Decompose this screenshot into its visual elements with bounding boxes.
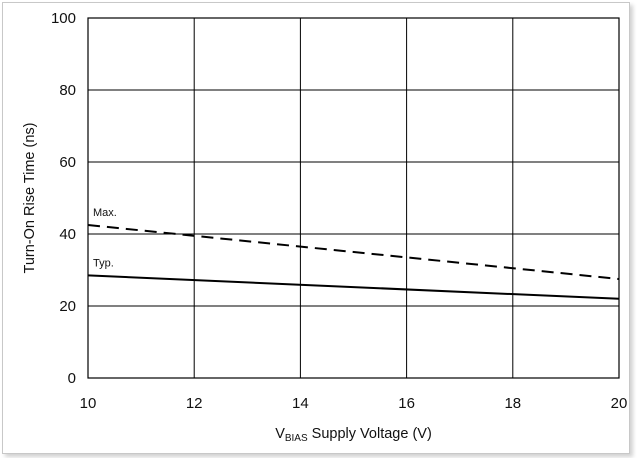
x-axis-title-subscript: BIAS bbox=[285, 433, 308, 444]
plot-border bbox=[87, 17, 620, 379]
chart-frame bbox=[2, 2, 630, 454]
y-tick-labels: 0 20 40 60 80 100 bbox=[51, 10, 76, 387]
x-tick-label: 14 bbox=[292, 395, 309, 412]
x-axis-title-main: V bbox=[275, 426, 285, 442]
x-tick-label: 16 bbox=[398, 395, 415, 412]
grid bbox=[87, 17, 620, 379]
x-tick-labels: 10 12 14 16 18 20 bbox=[80, 395, 628, 412]
y-tick-label: 0 bbox=[68, 370, 76, 387]
y-tick-label: 100 bbox=[51, 10, 76, 27]
y-tick-label: 60 bbox=[59, 154, 76, 171]
x-axis-title: VBIAS Supply Voltage (V) bbox=[275, 426, 432, 444]
series-line-max bbox=[87, 224, 620, 280]
series-labels: Max. Typ. bbox=[93, 207, 117, 269]
series-group bbox=[87, 224, 620, 300]
y-axis-title: Turn-On Rise Time (ns) bbox=[22, 123, 38, 274]
x-tick-label: 10 bbox=[80, 395, 97, 412]
x-tick-label: 12 bbox=[186, 395, 203, 412]
y-tick-label: 20 bbox=[59, 298, 76, 315]
x-axis-title-rest: Supply Voltage (V) bbox=[308, 426, 432, 442]
x-tick-label: 18 bbox=[504, 395, 521, 412]
y-tick-label: 40 bbox=[59, 226, 76, 243]
series-label-max: Max. bbox=[93, 207, 117, 219]
series-line-typ bbox=[87, 274, 620, 300]
series-label-typ: Typ. bbox=[93, 257, 114, 269]
y-tick-label: 80 bbox=[59, 82, 76, 99]
x-tick-label: 20 bbox=[611, 395, 628, 412]
